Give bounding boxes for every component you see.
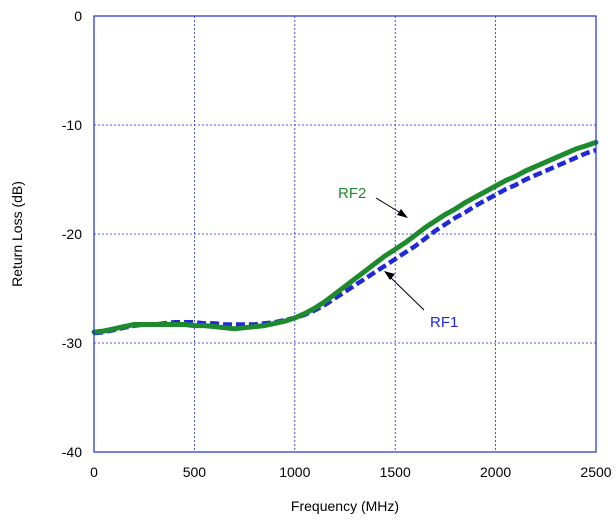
- y-tick-label: 0: [74, 8, 82, 24]
- annotation-rf2: RF2: [338, 185, 408, 218]
- x-tick-label: 2500: [580, 464, 611, 480]
- grid: [94, 16, 596, 452]
- annotation-rf1-arrowhead: [384, 271, 395, 280]
- annotation-rf1-label: RF1: [430, 314, 458, 331]
- x-axis-title: Frequency (MHz): [291, 498, 399, 514]
- tick-labels: 0 500 1000 1500 2000 2500 -40 -30 -20 -10 0: [62, 8, 612, 480]
- y-tick-label: -40: [62, 444, 82, 460]
- series-line-rf2: [91, 139, 599, 335]
- plot-background: [94, 16, 596, 452]
- plot-frame: [93, 15, 597, 453]
- x-tick-label: 1000: [279, 464, 310, 480]
- y-tick-label: -20: [62, 226, 82, 242]
- y-axis-title: Return Loss (dB): [9, 181, 25, 287]
- annotation-rf1-arrow: [387, 274, 425, 311]
- series-layer: [91, 139, 599, 336]
- annotation-rf2-arrowhead: [397, 209, 408, 218]
- x-tick-label: 0: [90, 464, 98, 480]
- x-tick-label: 1500: [380, 464, 411, 480]
- y-tick-label: -10: [62, 117, 82, 133]
- annotation-rf2-label: RF2: [338, 185, 366, 202]
- annotation-rf1: RF1: [384, 271, 458, 331]
- y-tick-label: -30: [62, 335, 82, 351]
- x-tick-label: 2000: [480, 464, 511, 480]
- x-tick-label: 500: [183, 464, 207, 480]
